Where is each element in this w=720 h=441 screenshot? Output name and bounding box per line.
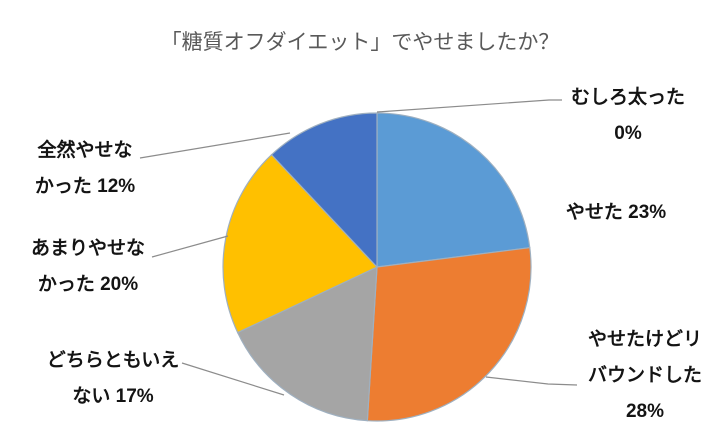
pie-label-gained-weight: むしろ太った 0% [571, 80, 685, 152]
pie-slice-not-much [222, 153, 379, 334]
pie-label-line: どちらともいえ [46, 350, 180, 371]
pie-label-line: 0% [614, 123, 642, 144]
leader-line-neither [181, 362, 285, 396]
chart-title: 「糖質オフダイエット」でやせましたか？ [160, 31, 560, 54]
pie-label-line: バウンドした [587, 365, 703, 386]
pie-label-lost-weight: やせた 23% [566, 195, 666, 231]
leader-line-not-at-all [139, 132, 291, 159]
pie-slice-rebounded [366, 247, 532, 422]
leader-line-gained-weight [376, 99, 562, 113]
pie-label-line: あまりやせな [30, 238, 146, 259]
leader-line-rebounded [485, 376, 578, 386]
pie-label-line: ない 17% [72, 386, 154, 407]
pie-label-line: 全然やせな [37, 140, 133, 161]
pie-label-line: かった 20% [37, 274, 139, 295]
pie-slice-neither [236, 266, 378, 422]
pie-label-rebounded: やせたけどリ バウンドした 28% [588, 322, 702, 430]
pie-label-line: 28% [625, 401, 665, 422]
pie-label-line: やせたけどリ [587, 329, 703, 350]
leader-line-not-much [151, 235, 229, 258]
pie-label-neither: どちらともいえ ない 17% [47, 343, 180, 415]
pie-label-line: やせた 23% [565, 202, 667, 223]
pie-chart [222, 112, 532, 422]
pie-slice-not-at-all [270, 112, 378, 269]
pie-label-line: かった 12% [34, 176, 136, 197]
pie-label-line: むしろ太った [570, 87, 686, 108]
pie-label-not-at-all: 全然やせな かった 12% [35, 133, 135, 205]
pie-label-not-much: あまりやせな かった 20% [31, 231, 145, 303]
pie-slice-lost-weight [376, 112, 531, 268]
